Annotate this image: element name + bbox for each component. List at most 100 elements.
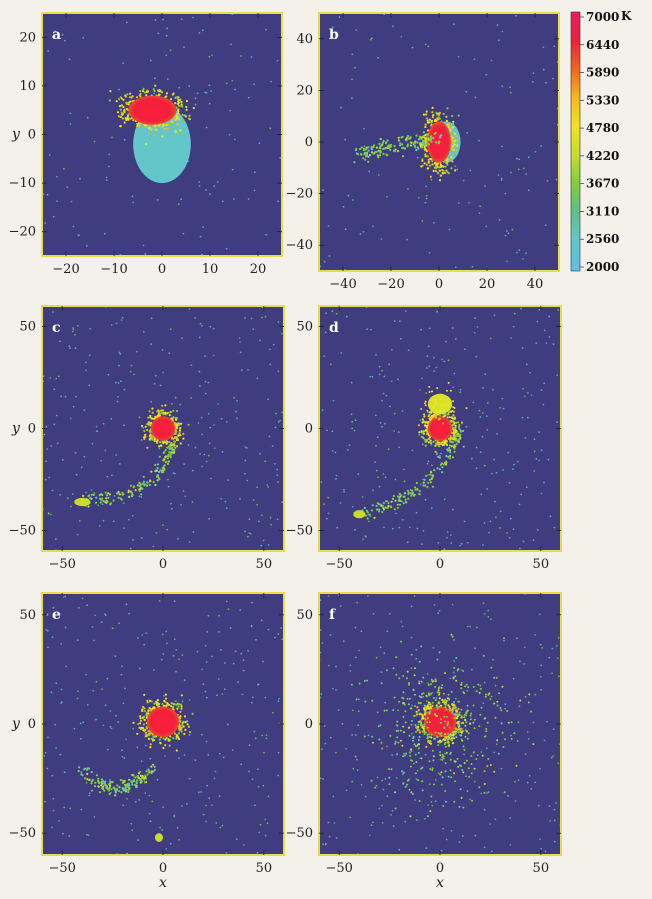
warm-particle [443,442,446,445]
particle [401,518,404,521]
warm-particle [126,93,129,96]
particle [492,658,494,661]
stream-particle [100,784,103,787]
halo-particle [379,724,382,727]
stream-particle [396,495,399,498]
warm-particle [139,722,142,725]
particle [264,834,267,837]
stream-particle [414,488,417,491]
warm-particle [168,744,171,747]
halo-particle [417,779,420,782]
stream-particle [421,141,424,144]
particle [496,743,498,746]
particle [105,179,108,182]
stream-particle [415,481,418,485]
warm-particle [184,721,187,724]
particle [141,634,144,636]
particle [74,452,77,454]
temperature-colorbar: 7000644058905330478042203670311025602000… [570,9,632,274]
particle [348,444,351,446]
halo-particle [409,748,412,751]
stream-particle [438,456,442,459]
warm-particle [425,163,428,166]
halo-particle [398,700,401,703]
warm-particle [447,741,450,744]
stream-particle [455,443,458,446]
halo-particle [433,783,435,786]
warm-cap [427,393,453,415]
particle [436,452,438,455]
warm-particle [118,98,121,101]
halo-particle [460,722,463,725]
halo-particle [479,713,482,716]
warm-particle [183,715,186,718]
particle [149,757,152,760]
halo-particle [417,751,420,754]
particle [498,219,501,221]
stream-particle [97,777,100,780]
particle [181,700,184,703]
particle [524,753,527,755]
particle [63,771,66,774]
halo-particle [420,680,423,683]
halo-particle [460,681,463,684]
particle [438,454,441,457]
warm-particle [147,416,150,419]
warm-particle [425,110,428,113]
particle [390,814,392,816]
particle [106,677,109,680]
stream-particle [107,492,110,495]
particle [437,772,440,775]
warm-particle [153,89,156,93]
panel-label: a [52,27,61,43]
particle [400,620,403,623]
x-tick-label: −20 [377,277,404,292]
particle [156,778,159,781]
particle [123,527,125,529]
stream-particle [150,470,153,473]
particle [548,336,551,338]
particle [440,452,442,455]
warm-particle [144,731,147,734]
x-tick-label: −50 [48,861,75,876]
halo-particle [438,705,441,708]
particle [375,354,377,356]
stream-particle [140,777,143,781]
halo-particle [453,667,456,669]
particle [351,734,353,736]
particle [326,517,328,520]
particle [241,693,244,696]
particle [180,198,183,201]
warm-particle [440,393,443,396]
particle [428,252,431,254]
particle [72,327,75,329]
particle [538,459,540,462]
stream-particle [119,778,122,782]
particle [342,640,345,643]
particle [504,707,506,710]
halo-particle [482,654,485,657]
warm-particle [443,702,446,705]
particle [121,749,123,752]
halo-particle [454,675,457,678]
stream-particle [394,499,397,502]
halo-particle [417,747,420,750]
halo-particle [500,722,503,725]
particle [543,481,545,484]
y-tick-label: 0 [305,717,313,732]
warm-particle [444,165,447,168]
stream-particle [105,497,108,500]
halo-particle [413,743,416,746]
particle [157,32,160,35]
warm-particle [179,442,182,445]
particle [276,468,279,471]
particle [153,382,156,385]
warm-particle [436,113,439,116]
clump [74,497,91,507]
particle [121,316,124,319]
particle [485,73,488,76]
warm-particle [173,125,176,128]
stream-particle [100,778,104,781]
stream-particle [130,780,133,783]
